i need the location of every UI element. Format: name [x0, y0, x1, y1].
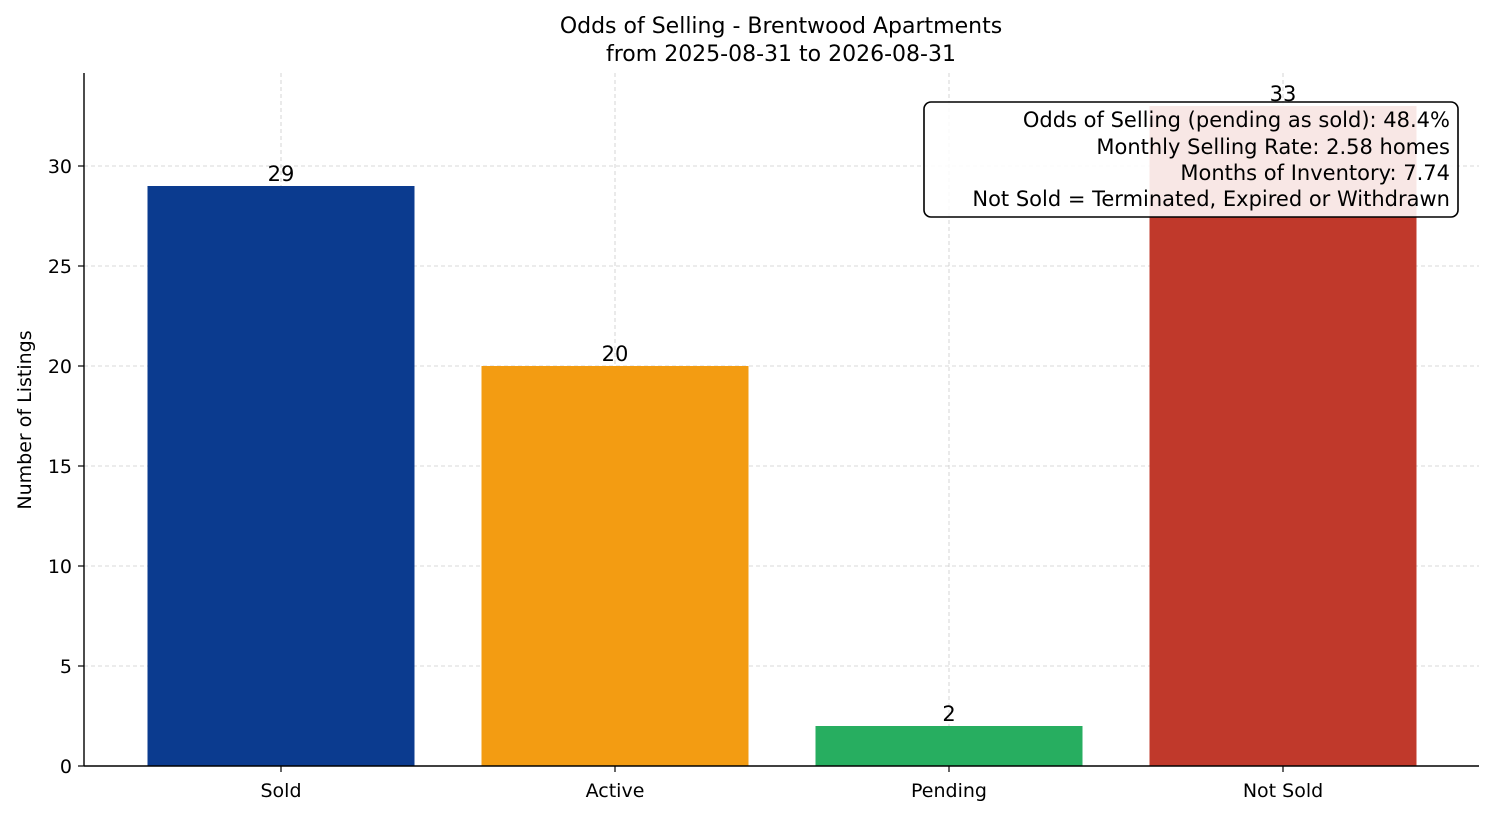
y-tick-label: 25: [48, 256, 72, 278]
chart-title: Odds of Selling - Brentwood Apartments: [560, 14, 1002, 39]
x-tick-label: Active: [586, 780, 645, 802]
y-tick-label: 15: [48, 456, 72, 478]
data-label-pending: 2: [942, 702, 955, 726]
summary-annotation-box: Odds of Selling (pending as sold): 48.4%…: [923, 101, 1459, 218]
bar-active: [481, 366, 749, 766]
tick-labels: 0 5 10 15 20 25 30 Sold Active Pending Not Sold: [48, 156, 1323, 802]
bar-pending: [815, 726, 1083, 766]
y-tick-label: 10: [48, 556, 72, 578]
annotation-frame: [923, 101, 1459, 218]
y-tick-label: 0: [60, 756, 72, 778]
x-tick-label: Sold: [260, 780, 301, 802]
bar-sold: [147, 186, 415, 766]
x-tick-label: Pending: [911, 780, 987, 802]
y-tick-label: 20: [48, 356, 72, 378]
annotation-line-not-sold-definition: Not Sold = Terminated, Expired or Withdr…: [972, 187, 1450, 211]
y-tick-label: 30: [48, 156, 72, 178]
y-axis-label: Number of Listings: [14, 330, 36, 509]
annotation-line-odds: Odds of Selling (pending as sold): 48.4%: [1023, 108, 1450, 132]
x-tick-label: Not Sold: [1243, 780, 1323, 802]
y-tick-label: 5: [60, 656, 72, 678]
chart-subtitle: from 2025-08-31 to 2026-08-31: [606, 42, 956, 67]
data-label-active: 20: [602, 342, 629, 366]
axes: [78, 73, 1479, 772]
annotation-line-selling-rate: Monthly Selling Rate: 2.58 homes: [1096, 135, 1450, 159]
data-label-sold: 29: [268, 162, 295, 186]
annotation-line-inventory: Months of Inventory: 7.74: [1180, 161, 1450, 185]
